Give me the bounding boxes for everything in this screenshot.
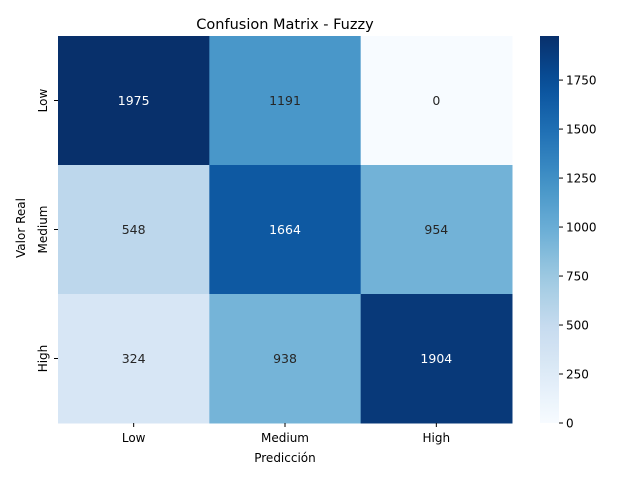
cell-value-labels: 1975 1191 0 548 1664 954 324 938 1904	[118, 93, 453, 366]
heatmap-cell-r0-c0	[58, 36, 210, 166]
y-axis-ticks: Low Medium High	[36, 89, 58, 373]
heatmap-cell-r0-c2	[360, 36, 513, 166]
colorbar-tick-label-2: 500	[566, 319, 589, 333]
colorbar-ticks: 0 250 500 750 1000 1250 1500 1750	[559, 74, 597, 431]
y-tick-label-1: Medium	[36, 206, 50, 254]
heatmap-cell-r0-c1	[209, 36, 362, 166]
heatmap-cell-r2-c2	[360, 294, 513, 424]
x-tick-label-1: Medium	[261, 431, 309, 445]
heatmap-cell-r1-c2	[360, 165, 513, 295]
cell-label-r0-c1: 1191	[269, 93, 301, 108]
cell-label-r1-c1: 1664	[269, 222, 301, 237]
heatmap-cell-r1-c0	[58, 165, 210, 295]
heatmap-cell-r2-c0	[58, 294, 210, 424]
cell-label-r1-c0: 548	[122, 222, 146, 237]
heatmap-cell-r2-c1	[209, 294, 362, 424]
cell-label-r2-c2: 1904	[420, 351, 452, 366]
colorbar-tick-label-5: 1250	[566, 172, 597, 186]
chart-title: Confusion Matrix - Fuzzy	[196, 17, 374, 33]
colorbar	[540, 36, 559, 423]
colorbar-tick-label-7: 1750	[566, 74, 597, 88]
heatmap-cell-r1-c1	[209, 165, 362, 295]
colorbar-tick-label-3: 750	[566, 270, 589, 284]
x-axis-ticks: Low Medium High	[122, 423, 450, 445]
colorbar-tick-label-1: 250	[566, 368, 589, 382]
x-tick-label-2: High	[423, 431, 451, 445]
cell-label-r0-c0: 1975	[118, 93, 150, 108]
y-tick-label-2: High	[36, 345, 50, 373]
x-axis-label: Predicción	[254, 451, 316, 465]
cell-label-r2-c1: 938	[273, 351, 297, 366]
cell-label-r0-c2: 0	[432, 93, 440, 108]
colorbar-tick-label-6: 1500	[566, 123, 597, 137]
heatmap-cells	[58, 36, 513, 424]
cell-label-r2-c0: 324	[122, 351, 146, 366]
x-tick-label-0: Low	[122, 431, 146, 445]
y-axis-label: Valor Real	[14, 198, 28, 258]
cell-label-r1-c2: 954	[424, 222, 448, 237]
colorbar-tick-label-0: 0	[566, 417, 574, 431]
colorbar-tick-label-4: 1000	[566, 221, 597, 235]
y-tick-label-0: Low	[36, 89, 50, 113]
